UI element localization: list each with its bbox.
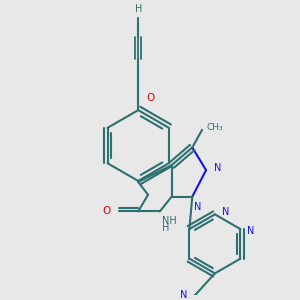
Text: N: N <box>194 202 202 212</box>
Text: N: N <box>247 226 255 236</box>
Text: O: O <box>102 206 111 216</box>
Text: N: N <box>222 207 229 218</box>
Text: CH₃: CH₃ <box>206 123 223 132</box>
Text: O: O <box>146 93 154 103</box>
Text: H: H <box>134 4 142 14</box>
Text: N: N <box>180 290 188 300</box>
Text: NH: NH <box>162 216 176 226</box>
Text: N: N <box>214 163 221 173</box>
Text: H: H <box>162 223 169 233</box>
